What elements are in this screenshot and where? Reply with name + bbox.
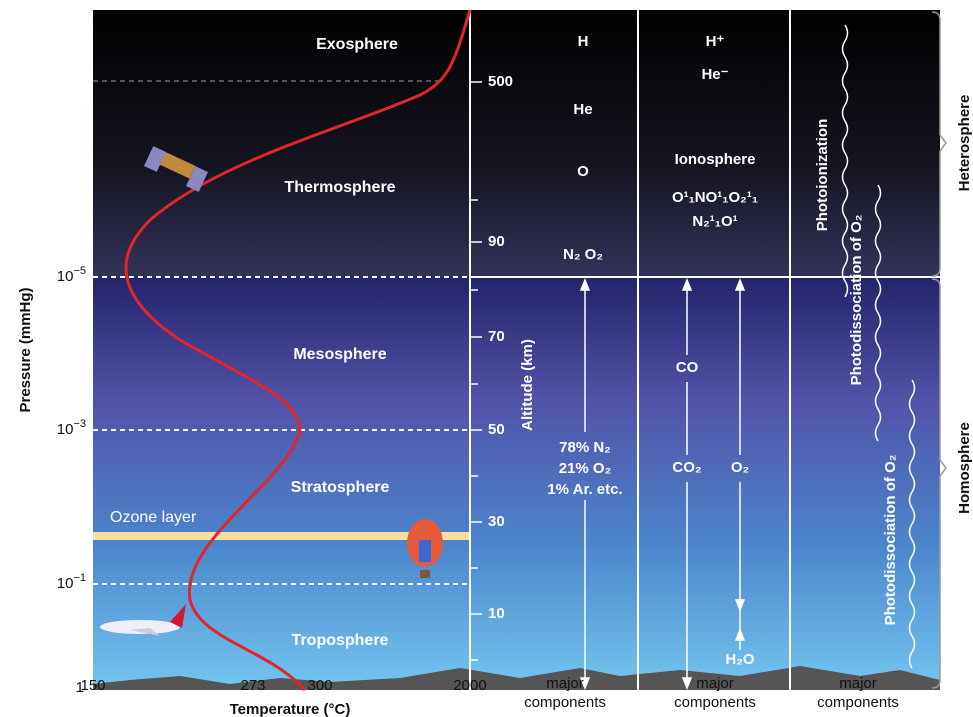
altitude-tick-label: 10 bbox=[488, 605, 505, 622]
pressure-axis: 10−5 10−3 10−1 1 Pressure (mmHg) bbox=[17, 265, 86, 696]
footer: major bbox=[696, 675, 734, 692]
composition: 78% N₂ bbox=[559, 439, 611, 456]
footer: components bbox=[817, 694, 899, 711]
heterosphere-bg bbox=[93, 10, 940, 278]
footers: major components major components major … bbox=[524, 675, 899, 711]
region-label: Heterosphere bbox=[956, 95, 973, 192]
region-label: Homosphere bbox=[956, 422, 973, 514]
altitude-title: Altitude (km) bbox=[519, 339, 536, 431]
species: O¹₁NO¹₁O₂¹₁ bbox=[672, 189, 758, 206]
diagram: Exosphere Thermosphere Mesosphere Strato… bbox=[0, 0, 973, 717]
base: 10 bbox=[57, 575, 74, 592]
temperature-tick-label: 150 bbox=[80, 677, 105, 694]
pressure-tick-label: 10−3 bbox=[57, 418, 86, 438]
temperature-tick-label: 300 bbox=[307, 677, 332, 694]
exponent: −5 bbox=[73, 265, 86, 277]
pressure-tick-label: 10−1 bbox=[57, 572, 86, 592]
exponent: −3 bbox=[73, 418, 86, 430]
altitude-tick-label: 30 bbox=[488, 513, 505, 530]
species: N₂ O₂ bbox=[563, 246, 603, 263]
layer-label: Mesosphere bbox=[293, 346, 386, 363]
exponent: −1 bbox=[73, 572, 86, 584]
pressure-title: Pressure (mmHg) bbox=[17, 287, 34, 412]
species: N₂¹₁O¹ bbox=[692, 213, 737, 230]
species: H bbox=[578, 33, 589, 50]
ionosphere-label: Ionosphere bbox=[675, 151, 756, 168]
species: CO₂ bbox=[672, 459, 701, 476]
species: H⁺ bbox=[706, 33, 725, 50]
composition: 1% Ar. etc. bbox=[547, 481, 622, 498]
temperature-title: Temperature (°C) bbox=[230, 701, 351, 717]
temperature-tick-label: 273 bbox=[240, 677, 265, 694]
page: Exosphere Thermosphere Mesosphere Strato… bbox=[0, 0, 973, 717]
altitude-tick-label: 90 bbox=[488, 233, 505, 250]
species: He bbox=[573, 101, 592, 118]
species: O₂ bbox=[731, 459, 749, 476]
altitude-tick-label: 50 bbox=[488, 421, 505, 438]
species: H₂O bbox=[725, 651, 754, 668]
regions: Heterosphere Homosphere bbox=[956, 95, 973, 514]
base: 10 bbox=[57, 421, 74, 438]
temperature-tick-label: 2000 bbox=[453, 677, 486, 694]
species: CO bbox=[676, 359, 699, 376]
layer-label: Stratosphere bbox=[291, 479, 390, 496]
footer: major bbox=[839, 675, 877, 692]
process-label: Photoionization bbox=[814, 119, 831, 231]
pressure-tick-label: 10−5 bbox=[57, 265, 86, 285]
footer: components bbox=[674, 694, 756, 711]
footer: components bbox=[524, 694, 606, 711]
process-label: Photodissociation of O₂ bbox=[882, 455, 899, 626]
species: O bbox=[577, 163, 589, 180]
homosphere-bg bbox=[93, 277, 940, 690]
altitude-tick-label: 70 bbox=[488, 328, 505, 345]
layer-label: Thermosphere bbox=[284, 179, 395, 196]
layer-label: Exosphere bbox=[316, 36, 398, 53]
ozone-label: Ozone layer bbox=[110, 509, 197, 526]
composition: 21% O₂ bbox=[559, 460, 612, 477]
altitude-tick-label: 500 bbox=[488, 73, 513, 90]
base: 10 bbox=[57, 268, 74, 285]
process-label: Photodissociation of O₂ bbox=[848, 215, 865, 386]
layer-label: Troposphere bbox=[292, 632, 389, 649]
footer: major bbox=[546, 675, 584, 692]
species: He⁻ bbox=[701, 66, 728, 83]
